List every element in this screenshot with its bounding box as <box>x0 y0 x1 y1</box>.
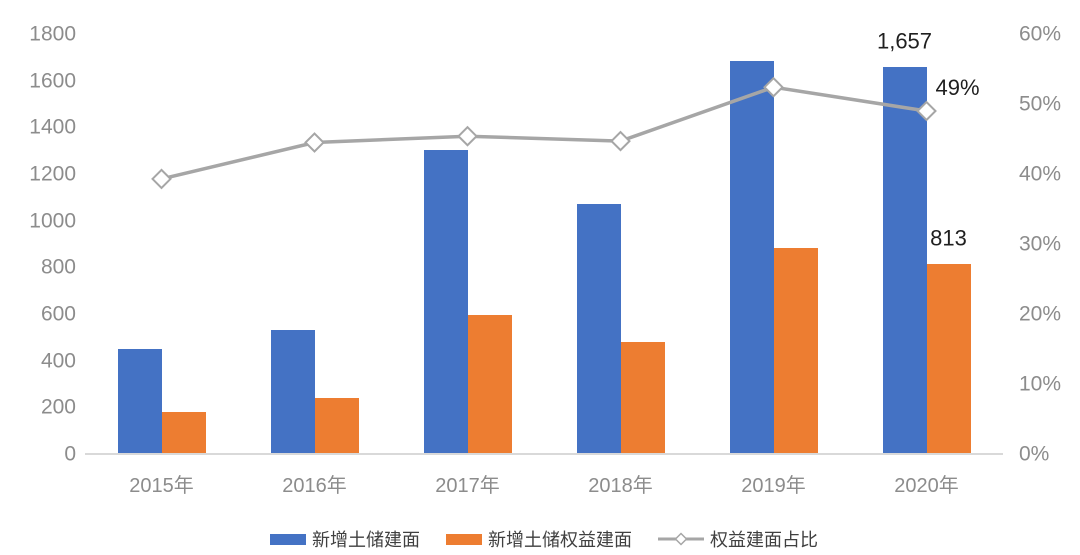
y-axis-left-tick-400: 400 <box>40 349 76 373</box>
y-axis-right-tick-50%: 50% <box>1019 92 1062 116</box>
y-axis-left-tick-1000: 1000 <box>29 209 76 233</box>
legend-swatch-blue-bar <box>270 533 306 545</box>
x-axis-label-2015年: 2015年 <box>129 475 194 497</box>
legend-item-new-land-gfa: 新增土储建面 <box>270 526 420 552</box>
bar-equity-gfa-2017年 <box>467 315 512 454</box>
legend-item-equity-ratio: 权益建面占比 <box>658 526 818 552</box>
y-axis-right-tick-0%: 0% <box>1019 442 1050 466</box>
line-with-diamond-marker-icon <box>658 532 704 546</box>
y-axis-right-tick-30%: 30% <box>1019 232 1062 256</box>
x-axis-label-2017年: 2017年 <box>435 475 500 497</box>
legend-label-new-land-equity-gfa: 新增土储权益建面 <box>488 530 632 550</box>
bar-gfa-2016年 <box>270 330 315 454</box>
bar-gfa-2018年 <box>576 204 621 454</box>
y-axis-left-tick-200: 200 <box>40 395 76 419</box>
data-label-813: 813 <box>930 225 967 251</box>
legend-label-equity-ratio: 权益建面占比 <box>710 530 818 550</box>
y-axis-left-tick-1800: 1800 <box>29 22 76 46</box>
y-axis-left-tick-600: 600 <box>40 302 76 326</box>
y-axis-left-tick-1200: 1200 <box>29 162 76 186</box>
bar-gfa-2015年 <box>117 349 162 454</box>
bar-equity-gfa-2015年 <box>161 412 206 454</box>
bar-gfa-2019年 <box>729 60 774 454</box>
x-axis-label-2019年: 2019年 <box>741 475 806 497</box>
y-axis-left-tick-1400: 1400 <box>29 115 76 139</box>
y-axis-right-tick-60%: 60% <box>1019 22 1062 46</box>
y-axis-left-tick-1600: 1600 <box>29 69 76 93</box>
y-axis-right-tick-40%: 40% <box>1019 162 1062 186</box>
bar-equity-gfa-2020年 <box>926 264 971 454</box>
x-axis-label-2020年: 2020年 <box>894 475 959 497</box>
legend-item-new-land-equity-gfa: 新增土储权益建面 <box>446 526 632 552</box>
y-axis-right-tick-20%: 20% <box>1019 302 1062 326</box>
bar-equity-gfa-2019年 <box>773 247 818 454</box>
bar-equity-gfa-2016年 <box>314 398 359 454</box>
legend-swatch-orange-bar <box>446 533 482 545</box>
bar-gfa-2020年 <box>882 67 927 454</box>
y-axis-right-tick-10%: 10% <box>1019 372 1062 396</box>
x-axis-line <box>85 453 1003 455</box>
legend-label-new-land-gfa: 新增土储建面 <box>312 530 420 550</box>
data-label-1,657: 1,657 <box>876 28 933 54</box>
y-axis-left-tick-800: 800 <box>40 255 76 279</box>
bar-gfa-2017年 <box>423 149 468 454</box>
data-label-49%: 49% <box>935 75 980 100</box>
bar-equity-gfa-2018年 <box>620 342 665 454</box>
x-axis-label-2016年: 2016年 <box>282 475 347 497</box>
legend: 新增土储建面 新增土储权益建面 权益建面占比 <box>85 526 1003 552</box>
x-axis-label-2018年: 2018年 <box>588 475 653 497</box>
y-axis-left-tick-0: 0 <box>64 442 76 466</box>
